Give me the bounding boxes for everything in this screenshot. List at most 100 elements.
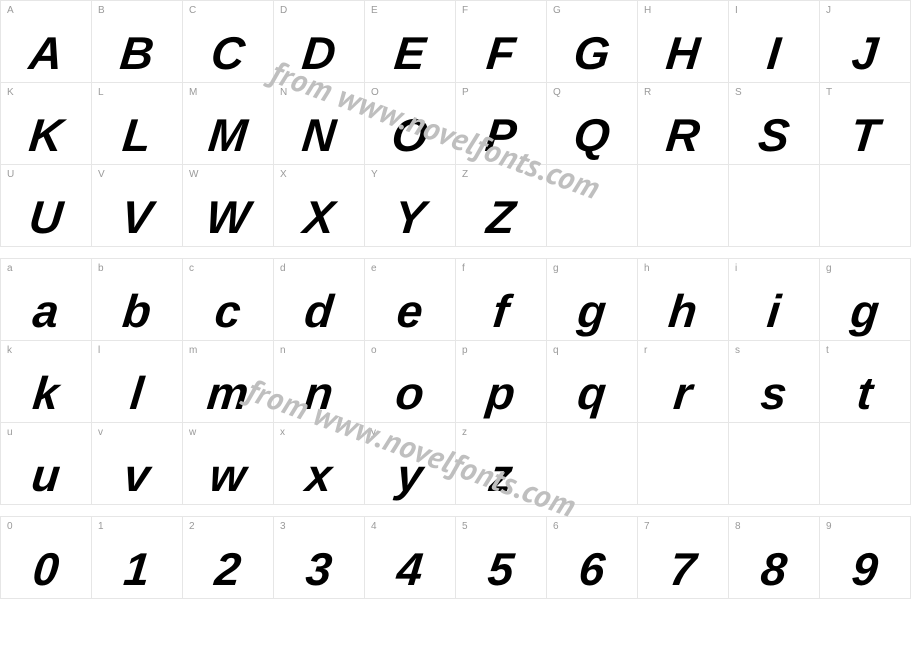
glyph-cell: hh: [638, 259, 729, 341]
cell-label: G: [553, 5, 561, 16]
cell-label: Q: [553, 87, 561, 98]
cell-label: U: [7, 169, 14, 180]
glyph: Z: [485, 194, 518, 240]
cell-label: g: [826, 263, 832, 274]
glyph-cell: cc: [183, 259, 274, 341]
cell-label: S: [735, 87, 742, 98]
cell-label: W: [189, 169, 198, 180]
glyph-cell: HH: [638, 1, 729, 83]
glyph: Y: [392, 194, 428, 240]
glyph-cell: nn: [274, 341, 365, 423]
glyph-cell: 44: [365, 517, 456, 599]
glyph: I: [765, 30, 783, 76]
cell-label: a: [7, 263, 13, 274]
glyph: w: [208, 452, 249, 498]
glyph-cell: 11: [92, 517, 183, 599]
cell-label: J: [826, 5, 831, 16]
glyph-cell: 33: [274, 517, 365, 599]
cell-label: y: [371, 427, 376, 438]
glyph-cell: [638, 165, 729, 247]
cell-label: 1: [98, 521, 104, 532]
glyph-cell: CC: [183, 1, 274, 83]
glyph-cell: DD: [274, 1, 365, 83]
cell-label: z: [462, 427, 467, 438]
glyph: W: [204, 194, 252, 240]
glyph: R: [664, 112, 702, 158]
glyph: n: [303, 370, 336, 416]
cell-label: C: [189, 5, 196, 16]
glyph: S: [756, 112, 792, 158]
cell-label: m: [189, 345, 197, 356]
glyph: t: [855, 370, 875, 416]
glyph-cell: gg: [547, 259, 638, 341]
cell-label: Z: [462, 169, 468, 180]
glyph-cell: qq: [547, 341, 638, 423]
cell-label: n: [280, 345, 286, 356]
cell-label: b: [98, 263, 104, 274]
cell-label: P: [462, 87, 469, 98]
glyph: x: [304, 452, 334, 498]
glyph-cell: [547, 165, 638, 247]
glyph: N: [300, 112, 338, 158]
cell-label: R: [644, 87, 651, 98]
cell-label: X: [280, 169, 287, 180]
glyph: k: [31, 370, 61, 416]
glyph-cell: SS: [729, 83, 820, 165]
cell-label: M: [189, 87, 197, 98]
glyph: M: [206, 112, 249, 158]
glyph-cell: ww: [183, 423, 274, 505]
cell-label: 4: [371, 521, 377, 532]
glyph: m: [205, 370, 251, 416]
glyph: i: [765, 288, 783, 334]
glyph: r: [672, 370, 695, 416]
glyph-cell: kk: [1, 341, 92, 423]
glyph-cell: ee: [365, 259, 456, 341]
grid-row: KKLLMMNNOOPPQQRRSSTT: [1, 83, 911, 165]
glyph-cell: [820, 165, 911, 247]
cell-label: 8: [735, 521, 741, 532]
glyph-cell: JJ: [820, 1, 911, 83]
cell-label: D: [280, 5, 287, 16]
glyph: s: [759, 370, 789, 416]
glyph: P: [483, 112, 519, 158]
cell-label: i: [735, 263, 737, 274]
cell-label: s: [735, 345, 740, 356]
glyph: 7: [668, 546, 698, 592]
cell-label: 7: [644, 521, 650, 532]
cell-label: B: [98, 5, 105, 16]
glyph-cell: PP: [456, 83, 547, 165]
glyph-cell: WW: [183, 165, 274, 247]
glyph-cell: yy: [365, 423, 456, 505]
cell-label: g: [553, 263, 559, 274]
glyph: O: [390, 112, 431, 158]
cell-label: 2: [189, 521, 195, 532]
glyph: A: [27, 30, 65, 76]
glyph-cell: RR: [638, 83, 729, 165]
glyph-cell: QQ: [547, 83, 638, 165]
cell-label: f: [462, 263, 465, 274]
glyph-cell: bb: [92, 259, 183, 341]
spacer: [1, 505, 911, 517]
glyph: g: [849, 288, 882, 334]
glyph-cell: ff: [456, 259, 547, 341]
glyph-cell: ss: [729, 341, 820, 423]
grid-row: AABBCCDDEEFFGGHHIIJJ: [1, 1, 911, 83]
glyph: u: [30, 452, 63, 498]
glyph: 2: [213, 546, 243, 592]
glyph-cell: uu: [1, 423, 92, 505]
glyph-cell: pp: [456, 341, 547, 423]
glyph: 1: [122, 546, 152, 592]
glyph: y: [395, 452, 425, 498]
glyph-cell: dd: [274, 259, 365, 341]
cell-label: E: [371, 5, 378, 16]
grid-row: aabbccddeeffgghhiigg: [1, 259, 911, 341]
glyph-cell: xx: [274, 423, 365, 505]
cell-label: T: [826, 87, 832, 98]
cell-label: 5: [462, 521, 468, 532]
glyph: C: [209, 30, 247, 76]
cell-label: u: [7, 427, 13, 438]
glyph: c: [213, 288, 243, 334]
cell-label: d: [280, 263, 286, 274]
glyph-cell: [820, 423, 911, 505]
cell-label: I: [735, 5, 738, 16]
